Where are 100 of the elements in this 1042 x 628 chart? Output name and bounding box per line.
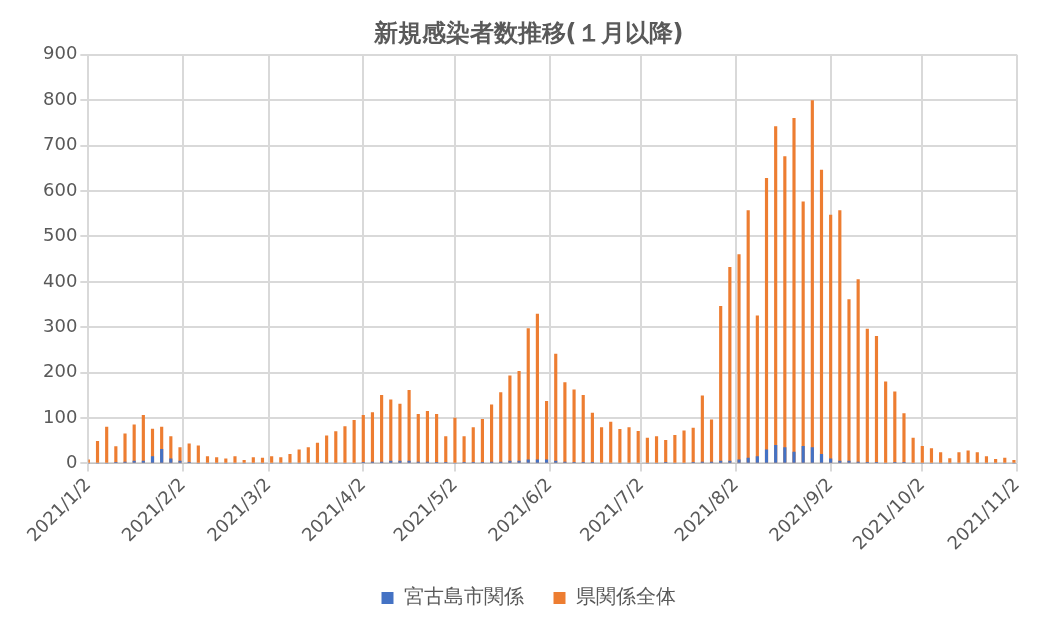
bar (654, 436, 659, 463)
bar (728, 266, 732, 463)
bar (435, 414, 439, 463)
bar (966, 450, 970, 463)
bar (902, 413, 906, 463)
bar (847, 299, 851, 463)
bar (838, 210, 842, 463)
bar (893, 391, 897, 463)
bar (334, 431, 338, 463)
bar (187, 443, 191, 463)
bar (215, 457, 219, 463)
bar (416, 414, 420, 463)
bar (1003, 457, 1007, 463)
bar (783, 447, 787, 463)
y-tick-label: 200 (43, 360, 78, 382)
bar (279, 457, 283, 463)
legend-label: 宮古島市関係 (403, 584, 524, 609)
bar (270, 456, 274, 463)
bar (380, 395, 384, 463)
bar (865, 328, 869, 463)
bar (810, 447, 814, 463)
bar (535, 459, 539, 463)
bar (453, 417, 457, 463)
bar (535, 313, 539, 463)
bar (105, 426, 109, 463)
bar (957, 452, 961, 463)
y-tick-label: 300 (43, 314, 78, 336)
bar (563, 382, 567, 463)
bar (325, 435, 329, 463)
bar (645, 437, 649, 463)
bar (389, 399, 393, 463)
bar (719, 306, 723, 463)
y-tick-label: 800 (43, 87, 78, 109)
bar (737, 254, 741, 463)
bar (599, 427, 604, 463)
bar (251, 457, 255, 463)
bar (361, 415, 365, 463)
bar (425, 410, 430, 463)
bar (554, 353, 558, 463)
bar (572, 389, 576, 463)
bar (407, 390, 411, 463)
bar (1012, 459, 1016, 463)
bar (590, 412, 594, 463)
bar (920, 445, 924, 463)
bar (856, 279, 860, 463)
bar (544, 459, 549, 463)
bar (664, 439, 668, 463)
bar (462, 436, 466, 463)
y-tick-label: 700 (43, 133, 78, 155)
bar (508, 375, 512, 463)
bar (801, 445, 805, 463)
bar (774, 444, 778, 463)
bar (975, 452, 979, 463)
bar (150, 456, 155, 463)
bar (544, 400, 549, 463)
bar (490, 404, 494, 463)
bar (471, 427, 475, 463)
bar (581, 395, 585, 463)
bar (526, 328, 530, 463)
bar (205, 456, 210, 463)
bar (994, 459, 998, 463)
bar (288, 454, 292, 463)
bar (196, 445, 200, 463)
bar (984, 456, 989, 463)
bar (517, 370, 521, 463)
bar (829, 458, 833, 463)
bar (343, 426, 347, 463)
bar (141, 415, 145, 463)
bar (618, 429, 622, 463)
bar (370, 412, 375, 463)
y-tick-label: 100 (43, 405, 78, 427)
bar (746, 457, 750, 463)
bar (169, 458, 173, 463)
bar (691, 427, 695, 463)
bar (636, 430, 640, 463)
bar (884, 381, 888, 463)
bar (260, 457, 265, 463)
bar (242, 459, 246, 463)
bar (673, 434, 677, 463)
bar (123, 433, 127, 463)
bar (114, 446, 118, 463)
bar (160, 449, 164, 463)
bar (819, 454, 824, 463)
bar (700, 395, 704, 463)
bar (306, 447, 310, 463)
bar (939, 452, 943, 463)
bar (315, 442, 320, 463)
bar (398, 403, 402, 463)
chart-title: 新規感染者数推移(１月以降) (372, 18, 684, 47)
bar (627, 427, 631, 463)
bar (911, 437, 915, 463)
y-tick-label: 600 (43, 178, 78, 200)
bar (764, 449, 769, 463)
bar (737, 459, 741, 463)
bar (755, 456, 759, 463)
bar (132, 424, 136, 463)
bar (499, 392, 503, 463)
bar (609, 421, 613, 463)
bar (352, 420, 356, 463)
bar (95, 440, 100, 463)
